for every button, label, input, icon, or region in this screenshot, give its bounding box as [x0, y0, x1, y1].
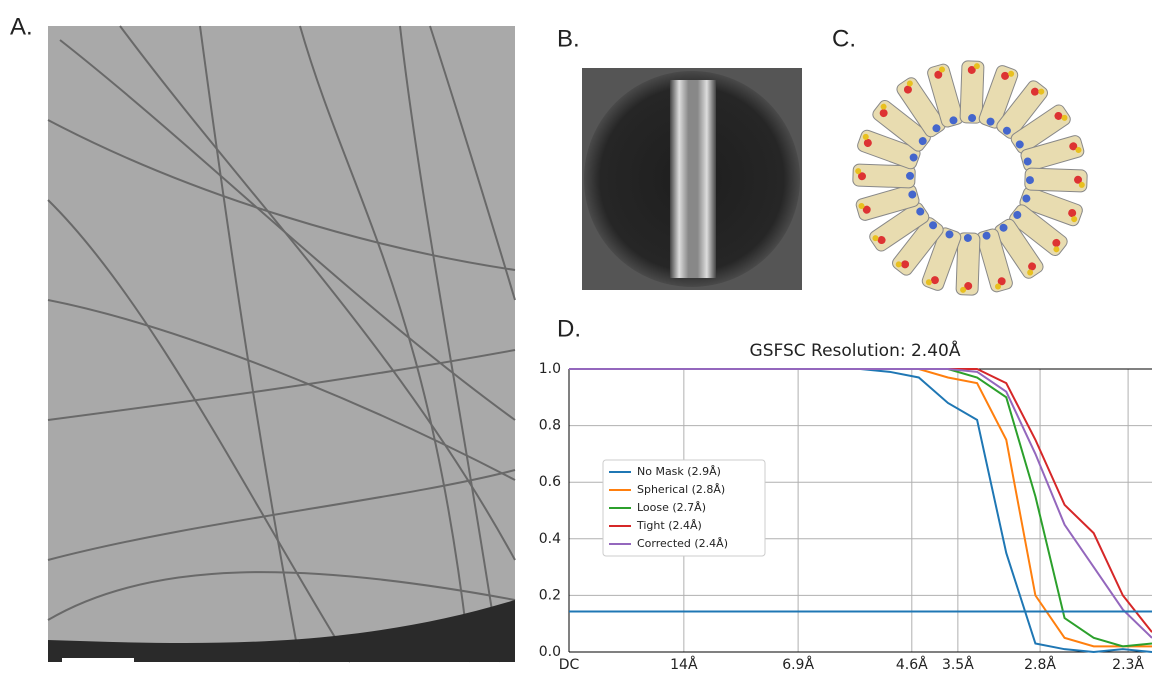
- x-tick-label: 4.6Å: [896, 656, 928, 673]
- y-tick-label: 0.0: [539, 644, 561, 660]
- chart-title: GSFSC Resolution: 2.40Å: [750, 339, 961, 361]
- x-tick-label: DC: [559, 657, 580, 673]
- fsc-chart: GSFSC Resolution: 2.40Å 0.0 0.2 0.4 0.6 0.8 1…: [539, 339, 1152, 673]
- y-tick-label: 0.8: [539, 418, 561, 434]
- panel-label: A.: [10, 13, 33, 40]
- x-tick-label: 6.9Å: [782, 656, 814, 673]
- legend-label: Spherical (2.8Å): [637, 483, 725, 496]
- y-tick-label: 0.2: [539, 587, 561, 603]
- class-average: [582, 68, 802, 290]
- x-tick-label: 14Å: [670, 656, 698, 673]
- micrograph: [48, 26, 515, 665]
- x-tick-label: 2.8Å: [1024, 656, 1056, 673]
- legend-label: Corrected (2.4Å): [637, 537, 728, 550]
- legend-label: No Mask (2.9Å): [637, 465, 721, 478]
- figure: A. B. C. D. GSFSC Resolution: 2.40Å 0.0 0…: [0, 0, 1152, 674]
- y-tick-label: 0.4: [539, 531, 561, 547]
- x-tick-label: 2.3Å: [1112, 656, 1144, 673]
- y-tick-label: 0.6: [539, 474, 561, 490]
- panel-label: D.: [557, 315, 581, 342]
- ring-model: [853, 61, 1088, 296]
- y-tick-label: 1.0: [539, 361, 561, 377]
- legend-label: Loose (2.7Å): [637, 501, 706, 514]
- x-tick-label: 3.5Å: [942, 656, 974, 673]
- panel-label: B.: [557, 25, 580, 52]
- subunit: [1025, 168, 1088, 192]
- legend-label: Tight (2.4Å): [636, 519, 702, 532]
- panel-label: C.: [832, 25, 856, 52]
